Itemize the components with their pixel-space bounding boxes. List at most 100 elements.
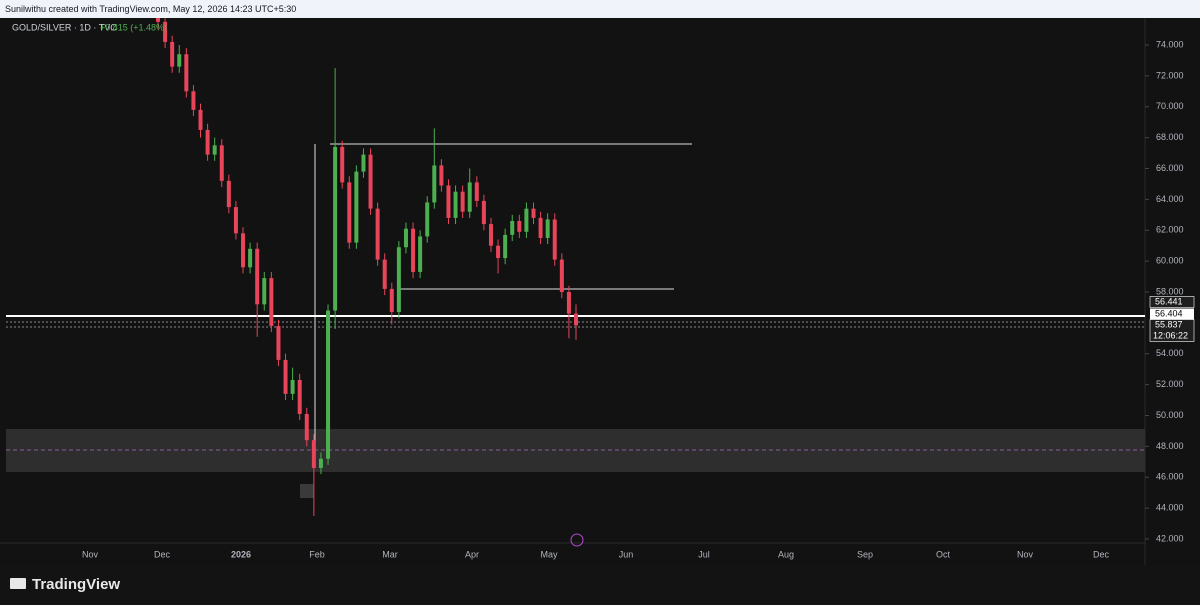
price-tag — [1149, 319, 1195, 342]
candle-body — [177, 54, 182, 67]
candle-body — [389, 288, 394, 313]
candle-body — [262, 278, 267, 305]
price-label: 58.000 — [1156, 286, 1184, 296]
candle-body — [170, 41, 175, 67]
candle-body — [191, 91, 196, 110]
candle-body — [340, 146, 345, 183]
candle-body — [241, 233, 246, 268]
candle-body — [439, 165, 444, 186]
price-tag-label: 56.404 — [1155, 308, 1183, 318]
candle-body — [474, 182, 479, 201]
candle-body — [545, 219, 550, 238]
candle-body — [361, 154, 366, 172]
candle-body — [219, 145, 224, 181]
candle-body — [488, 224, 493, 246]
candle-body — [375, 208, 380, 260]
logo: TradingView — [10, 576, 120, 593]
candle-body — [425, 202, 430, 237]
time-label: Nov — [82, 549, 99, 559]
candle-body — [396, 247, 401, 313]
candle-body — [163, 21, 168, 42]
candle-body — [566, 292, 571, 314]
price-label: 42.000 — [1156, 533, 1184, 543]
zone-box — [300, 484, 314, 498]
change: +0.815 (+1.48%) — [100, 22, 167, 32]
candle-body — [226, 180, 231, 208]
candle-body — [524, 208, 529, 232]
candle-body — [531, 208, 536, 218]
candle-body — [453, 191, 458, 218]
candle-body — [496, 245, 501, 259]
candle-body — [326, 310, 331, 459]
price-label: 44.000 — [1156, 503, 1184, 513]
price-label: 72.000 — [1156, 70, 1184, 80]
credit: Sunilwithu created with TradingView.com,… — [5, 4, 297, 14]
price-label: 62.000 — [1156, 225, 1184, 235]
candle-body — [538, 217, 543, 238]
candle-body — [156, 18, 160, 22]
price-tag — [1150, 308, 1194, 320]
candle-body — [460, 191, 465, 212]
price-label: 50.000 — [1156, 410, 1184, 420]
candle-body — [481, 200, 486, 225]
price-label: 60.000 — [1156, 256, 1184, 266]
candle-body — [283, 359, 288, 394]
candle-body — [233, 207, 238, 234]
price-label: 70.000 — [1156, 101, 1184, 111]
candles — [156, 18, 578, 516]
candle-body — [311, 440, 316, 468]
candle-body — [503, 234, 508, 259]
candle-body — [467, 182, 472, 212]
candle-body — [552, 219, 557, 260]
time-label: May — [540, 549, 558, 559]
candle-body — [432, 165, 437, 203]
candle-body — [517, 220, 522, 232]
time-label: Sep — [857, 549, 873, 559]
price-label: 68.000 — [1156, 132, 1184, 142]
candle-body — [269, 278, 274, 326]
time-label: Aug — [778, 549, 794, 559]
axes: 74.000 72.000 70.000 68.000 66.000 64.000 62.0… — [82, 39, 1195, 559]
candle-body — [446, 185, 451, 218]
price-label: 54.000 — [1156, 348, 1184, 358]
candle-body — [297, 379, 302, 414]
candle-body — [290, 379, 295, 394]
symbol: GOLD/SILVER · 1D · TVC — [12, 22, 117, 32]
candle-body — [255, 248, 260, 305]
price-label: 52.000 — [1156, 379, 1184, 389]
time-label: Feb — [309, 549, 325, 559]
time-label: Dec — [1093, 549, 1110, 559]
time-label: Mar — [382, 549, 398, 559]
candle-body — [304, 413, 309, 441]
price-label: 48.000 — [1156, 441, 1184, 451]
candle-body — [198, 109, 203, 130]
countdown: 12:06:22 — [1153, 330, 1188, 340]
price-label: 46.000 — [1156, 472, 1184, 482]
time-label: 2026 — [231, 549, 251, 559]
candle-body — [212, 145, 217, 155]
price-tag-label: 55.837 — [1155, 319, 1183, 329]
price-scale — [1145, 18, 1200, 565]
candle-body — [403, 228, 408, 248]
price-tag-label: 56.441 — [1155, 296, 1183, 306]
candle-body — [184, 54, 189, 92]
candle-body — [205, 129, 210, 155]
time-label: Jul — [698, 549, 710, 559]
candle-body — [276, 325, 281, 360]
candle-body — [318, 458, 323, 468]
top-bar: Sunilwithu created with TradingView.com,… — [0, 0, 1200, 18]
candle-body — [510, 220, 515, 235]
time-label: Apr — [465, 549, 479, 559]
chart: 74.000 72.000 70.000 68.000 66.000 64.000 62.0… — [0, 18, 1200, 565]
candle-body — [382, 259, 387, 289]
time-label: Jun — [619, 549, 634, 559]
price-tag — [1149, 296, 1195, 308]
candle-body — [333, 146, 338, 311]
candle-body — [411, 228, 416, 272]
candle-body — [574, 313, 578, 326]
event-icon — [570, 533, 584, 547]
candle-body — [248, 248, 253, 268]
pane — [0, 18, 1145, 565]
candle-body — [559, 259, 564, 292]
